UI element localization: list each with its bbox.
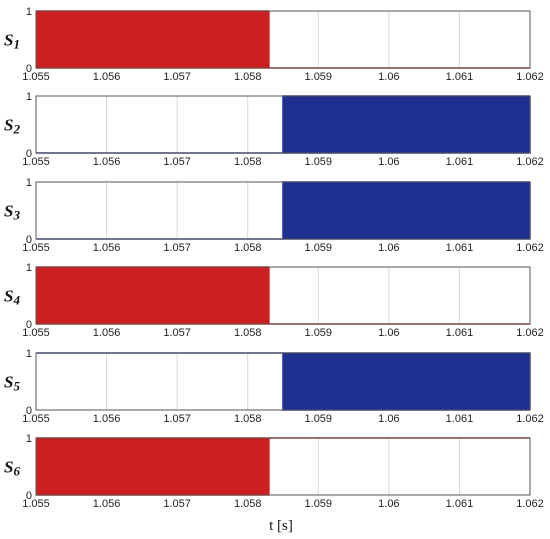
subplot-s6: 1.055 1.056 1.057 1.058 1.059 1.06 1.061 1.062 0… — [4, 433, 544, 510]
s4-ylabel: S4 — [4, 287, 20, 308]
s3-xtick-label-6: 1.061 — [446, 242, 474, 254]
s1-xtick-label-5: 1.06 — [378, 71, 399, 83]
s2-ylabel: S2 — [4, 116, 20, 137]
s1-xtick-label-3: 1.058 — [234, 71, 262, 83]
s1-signal-line — [36, 10, 530, 69]
s5-ylabel: S5 — [4, 373, 20, 394]
subplot-s5: 1.055 1.056 1.057 1.058 1.059 1.06 1.061 1.062 0… — [4, 348, 544, 425]
subplot-s2: 1.055 1.056 1.057 1.058 1.059 1.06 1.061 1.062 0… — [4, 91, 544, 168]
s5-xtick-label-1: 1.056 — [93, 413, 121, 425]
s6-signal-line — [36, 437, 530, 496]
s1-xtick-label-2: 1.057 — [163, 71, 191, 83]
s2-xtick-label-6: 1.061 — [446, 156, 474, 168]
s5-xtick-label-4: 1.059 — [305, 413, 333, 425]
s6-ytick-label-0: 0 — [26, 490, 32, 502]
s3-axes-box — [35, 181, 531, 240]
s1-ytick-label-0: 0 — [26, 63, 32, 75]
s2-xtick-label-3: 1.058 — [234, 156, 262, 168]
s1-xtick-label-6: 1.061 — [446, 71, 474, 83]
s6-ytick-label-1: 1 — [26, 433, 32, 445]
s4-xtick-label-0: 1.055 — [22, 327, 50, 339]
s5-ytick-label-1: 1 — [26, 348, 32, 360]
s4-ytick-label-0: 0 — [26, 319, 32, 331]
x-axis-label: t [s] — [269, 518, 293, 534]
s6-ylabel: S6 — [4, 458, 20, 479]
s6-xtick-label-5: 1.06 — [378, 498, 399, 510]
s2-xtick-label-5: 1.06 — [378, 156, 399, 168]
s5-xtick-label-0: 1.055 — [22, 413, 50, 425]
s5-axes-box — [35, 352, 531, 411]
s1-xtick-label-1: 1.056 — [93, 71, 121, 83]
subplot-s1: 1.055 1.056 1.057 1.058 1.059 1.06 1.061 1.062 0… — [4, 6, 544, 83]
s2-xtick-label-1: 1.056 — [93, 156, 121, 168]
s1-ytick-label-1: 1 — [26, 6, 32, 18]
s6-xtick-label-0: 1.055 — [22, 498, 50, 510]
s4-signal-line — [36, 266, 530, 325]
s4-xtick-label-1: 1.056 — [93, 327, 121, 339]
s6-xtick-label-3: 1.058 — [234, 498, 262, 510]
s2-ytick-label-0: 0 — [26, 148, 32, 160]
s2-axes-box — [35, 95, 531, 154]
s6-xtick-label-4: 1.059 — [305, 498, 333, 510]
s2-xtick-label-0: 1.055 — [22, 156, 50, 168]
s5-xtick-label-5: 1.06 — [378, 413, 399, 425]
s5-xtick-label-2: 1.057 — [163, 413, 191, 425]
s6-xtick-label-1: 1.056 — [93, 498, 121, 510]
subplot-s4: 1.055 1.056 1.057 1.058 1.059 1.06 1.061 1.062 0… — [4, 262, 544, 339]
subplot-s3: 1.055 1.056 1.057 1.058 1.059 1.06 1.061 1.062 0… — [4, 177, 544, 254]
s3-xtick-label-0: 1.055 — [22, 242, 50, 254]
s6-xtick-label-2: 1.057 — [163, 498, 191, 510]
s2-xtick-label-7: 1.062 — [516, 156, 544, 168]
s1-xtick-label-4: 1.059 — [305, 71, 333, 83]
s1-xtick-label-0: 1.055 — [22, 71, 50, 83]
s1-ylabel: S1 — [4, 31, 20, 52]
s1-axes-box — [35, 10, 531, 69]
s4-axes-box — [35, 266, 531, 325]
s3-ylabel: S3 — [4, 202, 20, 223]
s3-xtick-label-1: 1.056 — [93, 242, 121, 254]
s6-axes-box — [35, 437, 531, 496]
s3-xtick-label-3: 1.058 — [234, 242, 262, 254]
s2-signal-line — [36, 95, 531, 154]
s3-ytick-label-1: 1 — [26, 177, 32, 189]
s3-xtick-label-7: 1.062 — [516, 242, 544, 254]
s5-xtick-label-6: 1.061 — [446, 413, 474, 425]
s6-xtick-label-7: 1.062 — [516, 498, 544, 510]
s3-ytick-label-0: 0 — [26, 234, 32, 246]
s6-xtick-label-6: 1.061 — [446, 498, 474, 510]
s4-xtick-label-4: 1.059 — [305, 327, 333, 339]
s3-xtick-label-2: 1.057 — [163, 242, 191, 254]
s5-xtick-label-3: 1.058 — [234, 413, 262, 425]
s4-xtick-label-3: 1.058 — [234, 327, 262, 339]
s4-xtick-label-5: 1.06 — [378, 327, 399, 339]
s5-ytick-label-0: 0 — [26, 405, 32, 417]
s3-xtick-label-5: 1.06 — [378, 242, 399, 254]
s3-xtick-label-4: 1.059 — [305, 242, 333, 254]
s4-xtick-label-7: 1.062 — [516, 327, 544, 339]
s5-signal-line — [36, 352, 531, 411]
s4-ytick-label-1: 1 — [26, 262, 32, 274]
s3-signal-line — [36, 181, 531, 240]
s4-xtick-label-6: 1.061 — [446, 327, 474, 339]
s5-xtick-label-7: 1.062 — [516, 413, 544, 425]
s2-ytick-label-1: 1 — [26, 91, 32, 103]
s4-xtick-label-2: 1.057 — [163, 327, 191, 339]
s1-xtick-label-7: 1.062 — [516, 71, 544, 83]
s2-xtick-label-4: 1.059 — [305, 156, 333, 168]
s2-xtick-label-2: 1.057 — [163, 156, 191, 168]
